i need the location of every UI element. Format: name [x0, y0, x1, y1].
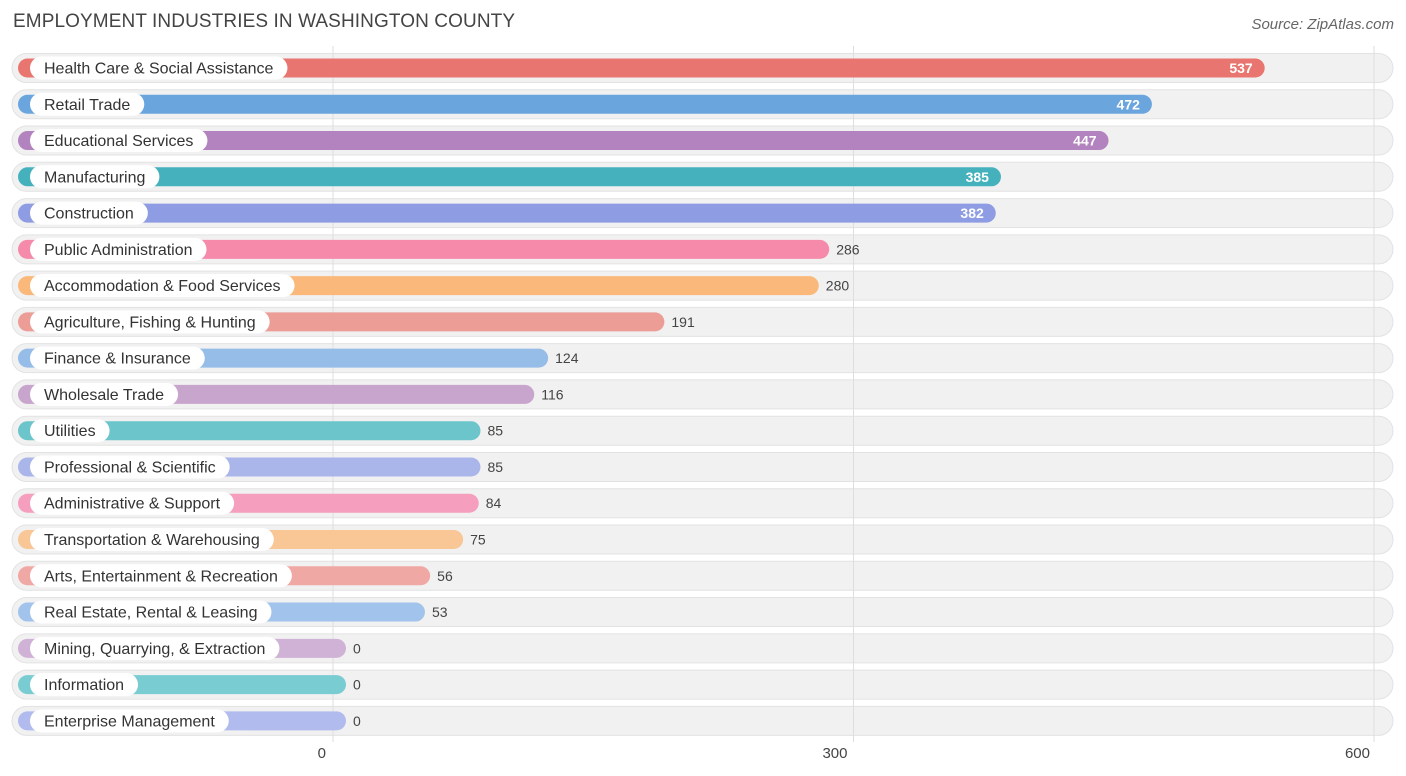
category-label-enterprise-management: Enterprise Management — [44, 713, 215, 730]
value-label-manufacturing: 385 — [966, 169, 990, 185]
value-label-wholesale-trade: 116 — [541, 386, 564, 402]
value-label-health-care-social-assistance: 537 — [1229, 60, 1253, 76]
category-label-agriculture-fishing-hunting: Agriculture, Fishing & Hunting — [44, 314, 256, 331]
category-label-bg-wholesale-trade — [30, 382, 179, 406]
category-label-arts-entertainment-recreation: Arts, Entertainment & Recreation — [44, 568, 278, 585]
category-label-retail-trade: Retail Trade — [44, 97, 130, 114]
category-label-utilities: Utilities — [44, 423, 96, 440]
category-label-bg-arts-entertainment-recreation — [30, 564, 292, 588]
category-label-bg-mining-quarrying-extraction — [30, 636, 280, 660]
chart-source: Source: ZipAtlas.com — [1251, 16, 1394, 33]
value-label-accommodation-food-services: 280 — [826, 278, 850, 294]
bar-utilities[interactable] — [18, 421, 481, 441]
category-label-real-estate-rental-leasing: Real Estate, Rental & Leasing — [44, 605, 257, 622]
category-label-bg-construction — [30, 201, 148, 225]
category-label-public-administration: Public Administration — [44, 242, 193, 259]
category-label-manufacturing: Manufacturing — [44, 169, 145, 186]
chart-title: EMPLOYMENT INDUSTRIES IN WASHINGTON COUN… — [13, 11, 516, 32]
category-label-bg-accommodation-food-services — [30, 274, 295, 298]
value-label-agriculture-fishing-hunting: 191 — [671, 314, 695, 330]
category-label-bg-utilities — [30, 419, 110, 443]
value-label-mining-quarrying-extraction: 0 — [353, 640, 361, 656]
bar-manufacturing[interactable] — [18, 167, 1001, 187]
bar-construction[interactable] — [18, 203, 996, 223]
tick-label-0: 0 — [318, 745, 326, 762]
category-label-bg-transportation-warehousing — [30, 528, 274, 552]
value-label-public-administration: 286 — [836, 241, 860, 257]
bar-retail-trade[interactable] — [18, 94, 1152, 114]
category-label-bg-agriculture-fishing-hunting — [30, 310, 270, 334]
category-label-educational-services: Educational Services — [44, 133, 193, 150]
category-label-transportation-warehousing: Transportation & Warehousing — [44, 532, 260, 549]
bar-health-care-social-assistance[interactable] — [18, 58, 1265, 78]
tick-label-600: 600 — [1345, 745, 1370, 762]
category-label-professional-scientific: Professional & Scientific — [44, 459, 216, 476]
value-label-finance-insurance: 124 — [555, 350, 579, 366]
category-label-bg-administrative-support — [30, 491, 235, 515]
bar-track-information — [11, 669, 1394, 700]
category-label-bg-retail-trade — [30, 92, 145, 116]
category-label-accommodation-food-services: Accommodation & Food Services — [44, 278, 281, 295]
value-label-utilities: 85 — [487, 423, 503, 439]
category-label-bg-public-administration — [30, 237, 207, 261]
value-label-real-estate-rental-leasing: 53 — [432, 604, 448, 620]
category-label-bg-educational-services — [30, 129, 208, 153]
value-label-transportation-warehousing: 75 — [470, 532, 486, 548]
tick-label-300: 300 — [822, 745, 847, 762]
category-label-mining-quarrying-extraction: Mining, Quarrying, & Extraction — [44, 641, 265, 658]
category-label-bg-real-estate-rental-leasing — [30, 600, 272, 624]
category-label-finance-insurance: Finance & Insurance — [44, 351, 191, 368]
value-label-educational-services: 447 — [1073, 133, 1097, 149]
bar-educational-services[interactable] — [18, 131, 1109, 151]
bars: Health Care & Social Assistance 537 Retail… — [18, 56, 1265, 733]
value-label-enterprise-management: 0 — [353, 713, 361, 729]
value-label-arts-entertainment-recreation: 56 — [437, 568, 453, 584]
category-label-bg-manufacturing — [30, 165, 160, 189]
category-label-bg-finance-insurance — [30, 346, 205, 370]
category-label-construction: Construction — [44, 206, 134, 223]
bar-public-administration[interactable] — [18, 239, 830, 259]
value-label-construction: 382 — [960, 205, 984, 221]
value-label-information: 0 — [353, 677, 361, 693]
category-label-administrative-support: Administrative & Support — [44, 496, 221, 513]
category-label-bg-health-care-social-assistance — [30, 56, 288, 80]
category-label-bg-information — [30, 673, 139, 697]
category-label-wholesale-trade: Wholesale Trade — [44, 387, 164, 404]
value-label-administrative-support: 84 — [486, 495, 502, 511]
category-label-bg-professional-scientific — [30, 455, 230, 479]
x-axis-ticks: 0 300 600 — [318, 745, 1370, 762]
category-label-bg-enterprise-management — [30, 709, 229, 733]
value-label-retail-trade: 472 — [1117, 96, 1141, 112]
value-label-professional-scientific: 85 — [487, 459, 503, 475]
category-label-health-care-social-assistance: Health Care & Social Assistance — [44, 61, 274, 78]
bar-track-mining-quarrying-extraction — [11, 633, 1394, 664]
bar-track-enterprise-management — [11, 705, 1394, 736]
category-label-information: Information — [44, 677, 124, 694]
